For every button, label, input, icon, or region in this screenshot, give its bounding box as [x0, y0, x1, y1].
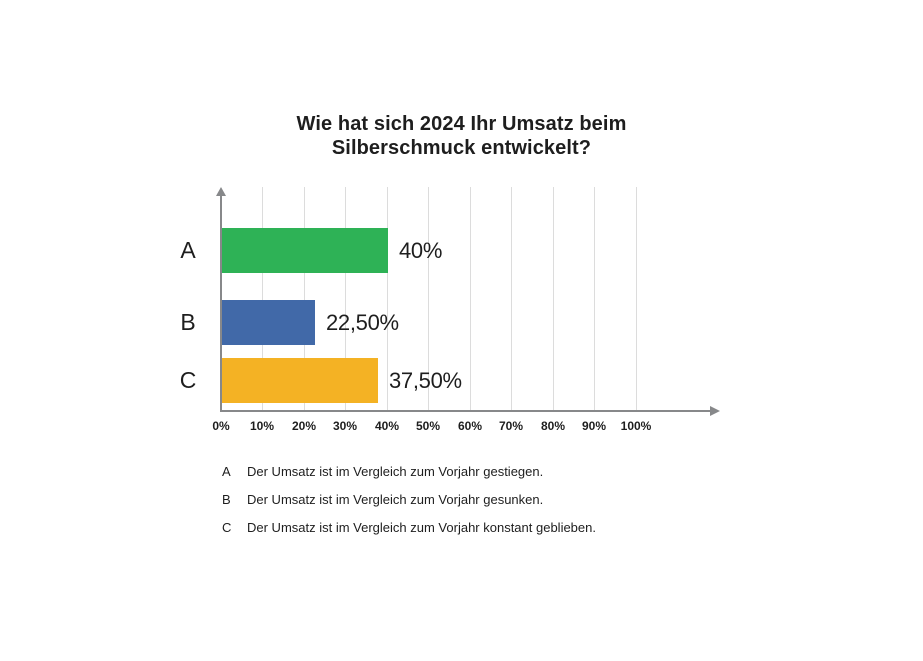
bar-b [222, 300, 315, 345]
x-tick-90: 90% [581, 419, 607, 433]
gridline-10 [262, 187, 263, 412]
x-tick-70: 70% [498, 419, 524, 433]
y-axis [220, 195, 222, 412]
gridline-100 [636, 187, 637, 412]
legend-text-a: Der Umsatz ist im Vergleich zum Vorjahr … [247, 464, 544, 479]
gridline-20 [304, 187, 305, 412]
gridline-70 [511, 187, 512, 412]
bar-value-label-a: 40% [399, 238, 443, 263]
gridline-60 [470, 187, 471, 412]
x-axis [221, 410, 711, 412]
gridline-50 [428, 187, 429, 412]
x-tick-60: 60% [457, 419, 483, 433]
gridline-80 [553, 187, 554, 412]
x-tick-80: 80% [540, 419, 566, 433]
gridline-90 [594, 187, 595, 412]
x-tick-30: 30% [332, 419, 358, 433]
x-tick-20: 20% [291, 419, 317, 433]
x-tick-10: 10% [249, 419, 275, 433]
x-tick-50: 50% [415, 419, 441, 433]
gridline-40 [387, 187, 388, 412]
x-tick-40: 40% [374, 419, 400, 433]
y-axis-arrow-icon [216, 187, 226, 196]
bar-value-label-b: 22,50% [326, 310, 399, 335]
legend-text-b: Der Umsatz ist im Vergleich zum Vorjahr … [247, 492, 544, 507]
chart-title: Wie hat sich 2024 Ihr Umsatz beim Silber… [0, 112, 923, 160]
bar-value-label-c: 37,50% [389, 368, 462, 393]
bar-c [222, 358, 378, 403]
category-label-b: B [180, 309, 196, 335]
chart-title-line-1: Wie hat sich 2024 Ihr Umsatz beim [296, 113, 627, 135]
x-tick-0: 0% [212, 419, 230, 433]
x-tick-100: 100% [620, 419, 652, 433]
bar-a [222, 228, 388, 273]
legend-letter-a: A [222, 464, 231, 479]
x-axis-arrow-icon [710, 406, 720, 416]
legend-text-c: Der Umsatz ist im Vergleich zum Vorjahr … [247, 520, 596, 535]
category-label-c: C [179, 367, 197, 393]
legend-letter-c: C [222, 520, 232, 535]
gridline-30 [345, 187, 346, 412]
legend-letter-b: B [222, 492, 231, 507]
category-label-a: A [180, 237, 196, 263]
chart-title-line-2: Silberschmuck entwickelt? [331, 137, 592, 159]
